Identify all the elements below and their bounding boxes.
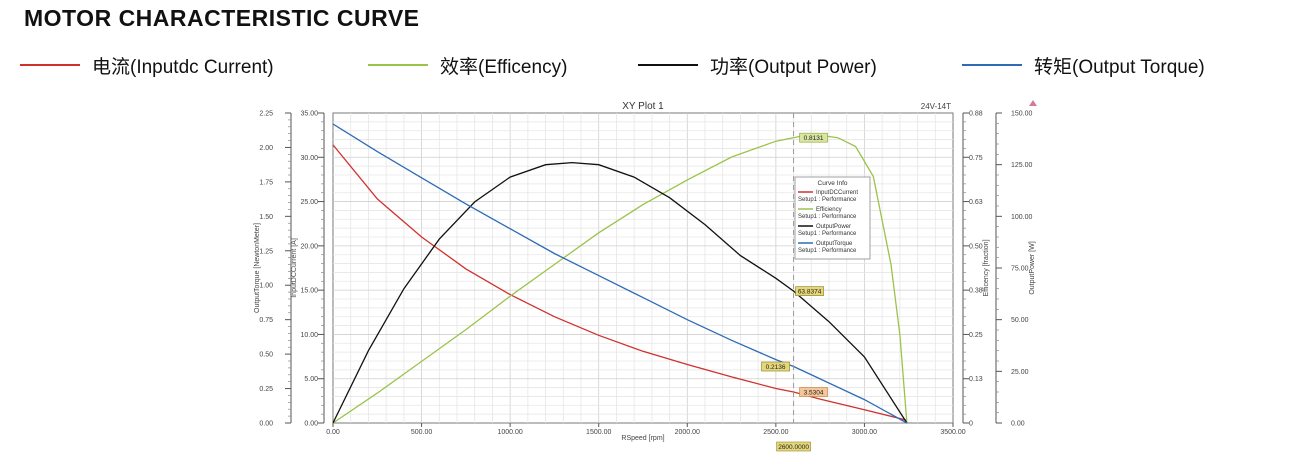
torque-axis-axis-label: OutputTorque [NewtonMeter] [254, 223, 261, 313]
x-tick-label: 1500.00 [586, 429, 611, 436]
current-axis-axis-label: InputDCCurrent [A] [291, 238, 298, 298]
top-legend-label: 效率(Efficency) [440, 56, 568, 78]
current-axis-tick-label: 30.00 [300, 155, 318, 162]
torque-axis-tick-label: 0.50 [259, 352, 273, 359]
top-legend-label: 转矩(Output Torque) [1034, 56, 1205, 78]
marker-value-label: 3.5304 [804, 389, 824, 396]
current-axis-tick-label: 0.00 [304, 421, 318, 428]
curve-info-title: Curve Info [818, 180, 848, 187]
x-tick-label: 0.00 [326, 429, 340, 436]
efficiency-axis-tick-label: 0.50 [969, 243, 983, 250]
torque-axis-tick-label: 1.00 [259, 283, 273, 290]
top-legend-label: 电流(Inputdc Current) [92, 56, 274, 78]
power-axis-tick-label: 125.00 [1011, 162, 1033, 169]
top-legend-swatch [20, 64, 80, 66]
top-legend-swatch [368, 64, 428, 66]
torque-axis-tick-label: 1.50 [259, 214, 273, 221]
top-legend-item: 功率(Output Power) [638, 50, 877, 80]
x-axis-label: RSpeed [rpm] [621, 435, 664, 442]
power-axis-tick-label: 100.00 [1011, 214, 1033, 221]
current-axis-tick-label: 35.00 [300, 111, 318, 118]
warning-triangle-icon [1029, 100, 1037, 106]
efficiency-axis-tick-label: 0.63 [969, 199, 983, 206]
top-legend-swatch [962, 64, 1022, 66]
efficiency-axis-tick-label: 0.38 [969, 288, 983, 295]
power-axis-tick-label: 50.00 [1011, 317, 1029, 324]
page-title: MOTOR CHARACTERISTIC CURVE [24, 5, 420, 31]
top-legend-item: 效率(Efficency) [368, 50, 567, 80]
marker-value-badge [799, 132, 828, 143]
x-tick-label: 3000.00 [852, 429, 877, 436]
current-axis-tick-label: 5.00 [304, 376, 318, 383]
chart-title: XY Plot 1 [622, 101, 664, 112]
curve-info-name: Efficiency [816, 207, 842, 213]
efficiency-axis-tick-label: 0.25 [969, 332, 983, 339]
curve-info-setup: Setup1 : Performance [798, 197, 857, 203]
power-axis-axis-label: OutputPower [W] [1029, 241, 1036, 294]
marker-value-label: 63.8374 [798, 288, 822, 295]
torque-axis-tick-label: 0.25 [259, 386, 273, 393]
marker-x-label: 2600.0000 [778, 444, 809, 451]
current-axis-tick-label: 20.00 [300, 243, 318, 250]
curve-info-setup: Setup1 : Performance [798, 231, 857, 237]
efficiency-axis-tick-label: 0 [969, 421, 973, 428]
torque-axis-tick-label: 0.00 [259, 421, 273, 428]
torque-axis-tick-label: 1.75 [259, 179, 273, 186]
efficiency-axis-tick-label: 0.75 [969, 155, 983, 162]
curve-info-setup: Setup1 : Performance [798, 248, 857, 254]
power-axis-tick-label: 25.00 [1011, 369, 1029, 376]
curve-info-setup: Setup1 : Performance [798, 214, 857, 220]
current-axis-tick-label: 10.00 [300, 332, 318, 339]
efficiency-axis-tick-label: 0.13 [969, 376, 983, 383]
curve-info-name: InputDCCurrent [816, 190, 858, 196]
marker-value-label: 0.8131 [804, 135, 824, 142]
top-legend-swatch [638, 64, 698, 66]
top-legend-item: 电流(Inputdc Current) [20, 50, 274, 80]
marker-value-badge [799, 387, 828, 397]
x-tick-label: 3500.00 [940, 429, 965, 436]
marker-value-label: 0.2136 [766, 364, 786, 371]
x-tick-label: 500.00 [411, 429, 433, 436]
current-axis-tick-label: 25.00 [300, 199, 318, 206]
series-line-efficiency [332, 133, 908, 424]
series-line-outputtorque [332, 123, 908, 424]
efficiency-axis-tick-label: 0.88 [969, 111, 983, 118]
curve-info-name: OutputTorque [816, 241, 853, 247]
curve-info-name: OutputPower [816, 224, 851, 230]
marker-x-badge [776, 441, 811, 452]
top-legend: 电流(Inputdc Current) 效率(Efficency) 功率(Outpu… [20, 50, 1290, 80]
torque-axis-tick-label: 1.25 [259, 248, 273, 255]
x-tick-label: 1000.00 [497, 429, 522, 436]
power-axis-tick-label: 75.00 [1011, 266, 1029, 273]
marker-value-badge [795, 286, 824, 296]
power-axis-tick-label: 150.00 [1011, 111, 1033, 118]
series-line-outputpower [332, 161, 908, 424]
marker-value-badge [761, 361, 790, 372]
chart-subtitle: 24V-14T [921, 102, 951, 111]
x-tick-label: 2000.00 [675, 429, 700, 436]
x-tick-label: 2500.00 [763, 429, 788, 436]
plot-area [332, 112, 954, 424]
torque-axis-tick-label: 2.25 [259, 111, 273, 118]
top-legend-item: 转矩(Output Torque) [962, 50, 1205, 80]
torque-axis-tick-label: 0.75 [259, 317, 273, 324]
power-axis-tick-label: 0.00 [1011, 421, 1025, 428]
current-axis-tick-label: 15.00 [300, 288, 318, 295]
top-legend-label: 功率(Output Power) [710, 56, 877, 78]
torque-axis-tick-label: 2.00 [259, 145, 273, 152]
efficiency-axis-axis-label: Efficency [fraction] [983, 239, 990, 296]
curve-info-legend [794, 176, 871, 260]
